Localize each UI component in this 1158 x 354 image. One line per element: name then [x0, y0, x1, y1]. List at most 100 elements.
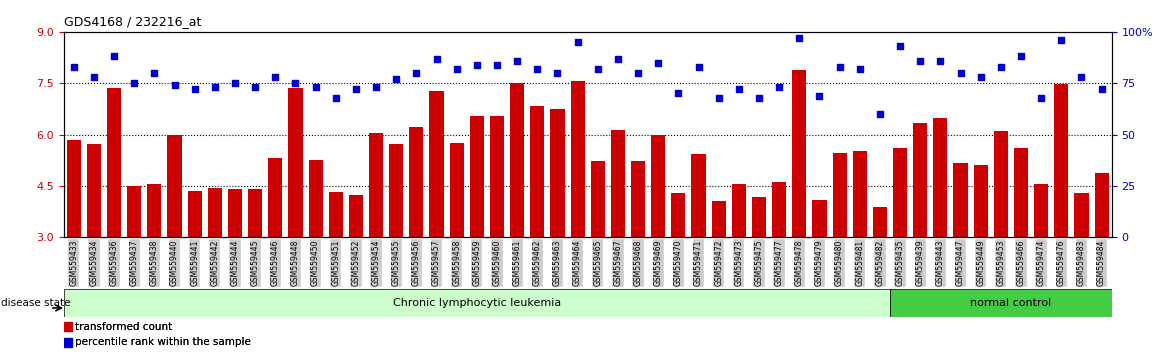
Text: GSM559480: GSM559480: [835, 240, 844, 286]
Bar: [228, 189, 242, 237]
Bar: [409, 127, 424, 237]
Point: [891, 44, 909, 49]
Bar: [188, 191, 201, 237]
Bar: [550, 109, 564, 237]
Bar: [369, 133, 383, 237]
Text: GSM559462: GSM559462: [533, 240, 542, 286]
Point: [548, 70, 566, 76]
Text: disease state: disease state: [1, 298, 71, 308]
Text: GSM559435: GSM559435: [895, 240, 904, 286]
Point: [790, 35, 808, 41]
Text: GSM559479: GSM559479: [815, 240, 824, 286]
Bar: [852, 151, 867, 237]
Point: [327, 95, 345, 101]
Point: [447, 66, 466, 72]
Point: [689, 64, 708, 70]
Text: GSM559446: GSM559446: [271, 240, 280, 286]
Bar: [651, 135, 666, 237]
Bar: [349, 195, 362, 237]
Point: [65, 64, 83, 70]
Point: [749, 95, 768, 101]
Text: GSM559458: GSM559458: [452, 240, 461, 286]
Point: [367, 85, 386, 90]
Text: GSM559470: GSM559470: [674, 240, 683, 286]
Bar: [994, 131, 1007, 237]
Point: [951, 70, 969, 76]
Text: Chronic lymphocytic leukemia: Chronic lymphocytic leukemia: [393, 298, 560, 308]
Point: [266, 74, 285, 80]
Bar: [490, 116, 504, 237]
Bar: [430, 91, 444, 237]
Point: [185, 86, 204, 92]
Text: GSM559472: GSM559472: [714, 240, 724, 286]
Point: [1032, 95, 1050, 101]
Bar: [107, 88, 122, 237]
Bar: [772, 182, 786, 237]
Bar: [67, 140, 81, 237]
Text: GSM559482: GSM559482: [875, 240, 885, 286]
Point: [408, 70, 426, 76]
Bar: [1075, 193, 1089, 237]
Text: GSM559464: GSM559464: [573, 240, 582, 286]
Text: GSM559459: GSM559459: [472, 240, 482, 286]
Bar: [389, 144, 403, 237]
Point: [931, 58, 950, 63]
Bar: [893, 148, 907, 237]
Bar: [631, 161, 645, 237]
Text: GSM559443: GSM559443: [936, 240, 945, 286]
Bar: [64, 338, 72, 347]
Point: [145, 70, 163, 76]
Point: [1092, 86, 1111, 92]
Point: [508, 58, 527, 63]
Point: [1072, 74, 1091, 80]
Text: GSM559436: GSM559436: [110, 240, 118, 286]
Point: [629, 70, 647, 76]
Point: [648, 60, 667, 65]
Bar: [470, 116, 484, 237]
Text: GSM559468: GSM559468: [633, 240, 643, 286]
Bar: [732, 184, 746, 237]
Bar: [873, 207, 887, 237]
Point: [307, 85, 325, 90]
Text: GSM559437: GSM559437: [130, 240, 139, 286]
Text: GSM559434: GSM559434: [89, 240, 98, 286]
Point: [166, 82, 184, 88]
Bar: [530, 107, 544, 237]
Bar: [933, 118, 947, 237]
Bar: [1014, 148, 1028, 237]
Point: [528, 66, 547, 72]
Bar: [833, 153, 846, 237]
Bar: [672, 193, 686, 237]
Bar: [248, 189, 262, 237]
Text: GDS4168 / 232216_at: GDS4168 / 232216_at: [64, 15, 201, 28]
Text: GSM559439: GSM559439: [916, 240, 925, 286]
Text: GSM559447: GSM559447: [957, 240, 965, 286]
Text: GSM559433: GSM559433: [69, 240, 79, 286]
Text: GSM559483: GSM559483: [1077, 240, 1086, 286]
Bar: [64, 322, 72, 331]
Point: [1051, 37, 1070, 43]
Bar: [1034, 184, 1048, 237]
Bar: [953, 162, 968, 237]
Text: GSM559474: GSM559474: [1036, 240, 1046, 286]
Text: GSM559455: GSM559455: [391, 240, 401, 286]
Point: [387, 76, 405, 82]
Text: GSM559463: GSM559463: [554, 240, 562, 286]
Text: GSM559477: GSM559477: [775, 240, 784, 286]
Bar: [974, 165, 988, 237]
Bar: [87, 144, 101, 237]
Text: percentile rank within the sample: percentile rank within the sample: [75, 337, 251, 348]
Text: GSM559444: GSM559444: [230, 240, 240, 286]
Text: GSM559451: GSM559451: [331, 240, 340, 286]
Text: GSM559442: GSM559442: [211, 240, 219, 286]
Text: GSM559445: GSM559445: [250, 240, 259, 286]
Point: [468, 62, 486, 68]
Text: percentile rank within the sample: percentile rank within the sample: [75, 337, 251, 347]
Text: GSM559466: GSM559466: [1017, 240, 1026, 286]
Text: GSM559461: GSM559461: [513, 240, 521, 286]
Bar: [269, 159, 283, 237]
Point: [770, 85, 789, 90]
Text: GSM559452: GSM559452: [351, 240, 360, 286]
Point: [85, 74, 103, 80]
Text: GSM559460: GSM559460: [492, 240, 501, 286]
